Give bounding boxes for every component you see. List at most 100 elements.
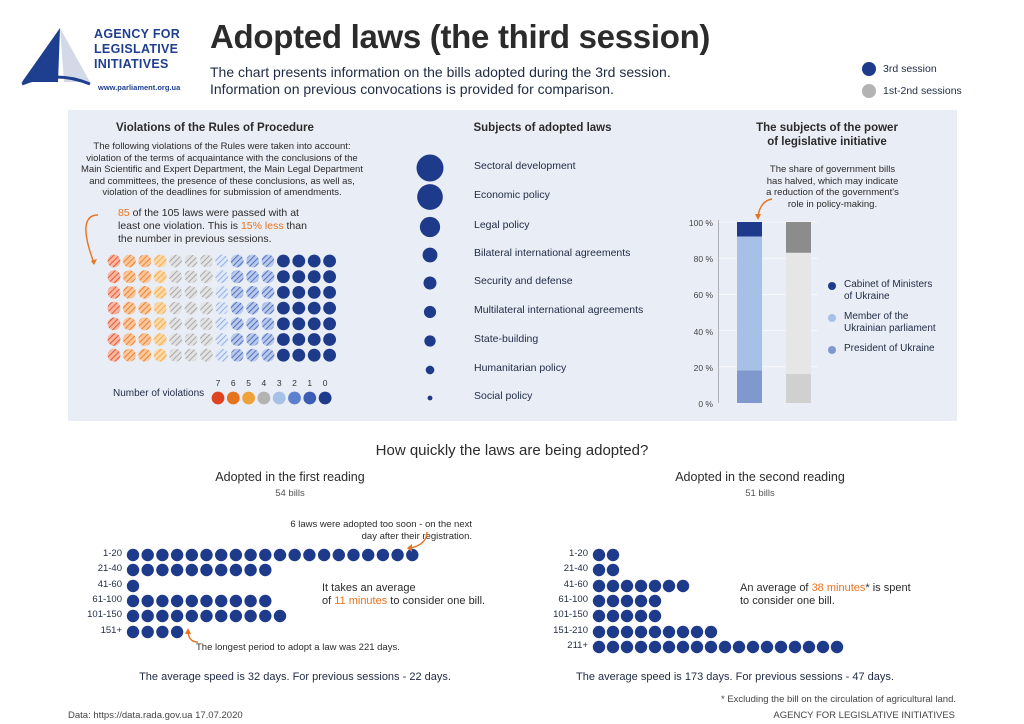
reading-row-label: 101-150 xyxy=(87,609,122,621)
reading-dot xyxy=(592,594,606,608)
reading-dot xyxy=(662,640,676,653)
violation-dot xyxy=(292,270,306,284)
data-source[interactable]: Data: https://data.rada.gov.ua 17.07.202… xyxy=(68,710,243,721)
reading-dot xyxy=(244,548,257,562)
violation-dot xyxy=(307,317,321,331)
violation-dot xyxy=(230,301,244,315)
second-reading-count: 51 bills xyxy=(745,488,775,499)
violation-dot xyxy=(184,348,198,362)
reading-dot xyxy=(634,640,648,653)
reading-row-dots xyxy=(592,609,662,623)
violation-scale-tick: 4 xyxy=(262,378,267,388)
violation-dot xyxy=(169,254,182,268)
reading-dot xyxy=(259,564,272,577)
reading-dot xyxy=(648,579,662,592)
topic-label: Multilateral international agreements xyxy=(474,304,644,316)
logo-line-1: AGENCY FOR xyxy=(94,27,181,41)
violation-scale-tick: 5 xyxy=(246,378,251,388)
second-summary: The average speed is 173 days. For previ… xyxy=(576,671,894,683)
reading-dot xyxy=(620,594,634,608)
violation-dot xyxy=(153,348,167,362)
topic-bubble xyxy=(425,365,435,375)
power-bar-segment xyxy=(737,222,762,237)
logo-line-2: LEGISLATIVE xyxy=(94,42,179,56)
violation-scale-dot xyxy=(272,391,286,405)
power-legend-label: Member of the Ukrainian parliament xyxy=(844,311,936,334)
violation-dot xyxy=(292,348,306,362)
power-y-tick: 80 % xyxy=(693,254,713,265)
page-title: Adopted laws (the third session) xyxy=(210,18,711,55)
reading-dot xyxy=(273,548,287,562)
reading-dot xyxy=(690,640,704,653)
reading-dot xyxy=(592,564,606,577)
reading-row-label: 61-100 xyxy=(558,593,588,605)
reading-row-dots xyxy=(126,564,272,577)
reading-dot xyxy=(332,548,345,562)
reading-dot xyxy=(732,640,746,653)
second-footnote: * Excluding the bill on the circulation … xyxy=(721,694,956,705)
violation-dot xyxy=(292,254,306,268)
legend-3rd-session-swatch xyxy=(862,62,876,76)
violation-dot xyxy=(246,286,259,299)
violation-dot xyxy=(323,301,336,315)
topic-bubble xyxy=(417,184,443,210)
reading-dot xyxy=(141,564,154,577)
reading-dot xyxy=(592,609,606,623)
violation-dot xyxy=(307,270,321,284)
logo-url[interactable]: www.parliament.org.ua xyxy=(98,83,181,92)
footer-agency: AGENCY FOR LEGISLATIVE INITIATIVES xyxy=(773,710,955,721)
agency-logo: AGENCY FOR LEGISLATIVE INITIATIVES www.p… xyxy=(20,20,210,100)
power-bar-segment xyxy=(786,222,811,253)
violation-dot xyxy=(246,301,259,315)
reading-dot xyxy=(406,548,419,562)
violation-dot xyxy=(230,333,244,346)
reading-row-dots xyxy=(126,579,140,592)
reading-dot xyxy=(141,594,154,608)
power-title: The subjects of the power of legislative… xyxy=(752,121,902,149)
reading-dot xyxy=(126,609,140,623)
violation-dot xyxy=(277,301,290,315)
topics-bubble-column xyxy=(416,154,444,401)
reading-row-label: 41-60 xyxy=(563,578,588,590)
legend-3rd-session-label: 3rd session xyxy=(883,63,937,75)
reading-dot xyxy=(200,609,213,623)
violation-scale-tick: 2 xyxy=(292,378,297,388)
logo-sail-icon xyxy=(21,28,91,86)
reading-dot xyxy=(185,609,198,623)
violation-dot xyxy=(246,270,259,284)
reading-dot xyxy=(718,640,732,653)
violation-dot xyxy=(277,286,290,299)
violation-dot xyxy=(323,270,336,284)
legend-prev-sessions-swatch xyxy=(862,84,876,98)
reading-dot xyxy=(215,548,228,562)
violation-dot xyxy=(153,317,167,331)
reading-dot xyxy=(774,640,788,653)
violation-dot xyxy=(200,348,213,362)
violation-dot xyxy=(215,348,229,362)
topic-label: Sectoral development xyxy=(474,160,576,172)
violation-dot xyxy=(215,270,229,284)
power-title-2: of legislative initiative xyxy=(767,136,887,148)
reading-row-label: 1-20 xyxy=(102,548,122,559)
violation-dot xyxy=(261,286,275,299)
reading-dot xyxy=(200,594,213,608)
power-stacked-bars xyxy=(718,220,818,403)
violation-dot xyxy=(261,348,275,362)
reading-dot xyxy=(215,594,228,608)
violation-dot xyxy=(307,348,321,362)
power-bar-segment xyxy=(737,236,762,371)
reading-dot xyxy=(126,594,140,608)
violation-dot xyxy=(277,254,290,268)
violation-scale-dot xyxy=(211,391,225,405)
first-longest-note: The longest period to adopt a law was 22… xyxy=(196,642,400,653)
violations-note-b1: least one violation. This is xyxy=(118,220,241,232)
reading-dot xyxy=(156,625,169,638)
reading-dot xyxy=(391,548,404,562)
first-longest-arrow xyxy=(185,628,199,643)
reading-dot xyxy=(634,594,648,608)
reading-dot xyxy=(273,609,287,623)
second-reading-title: Adopted in the second reading xyxy=(675,470,845,484)
violation-dot xyxy=(277,348,290,362)
violation-dot xyxy=(230,286,244,299)
reading-dot xyxy=(229,594,243,608)
